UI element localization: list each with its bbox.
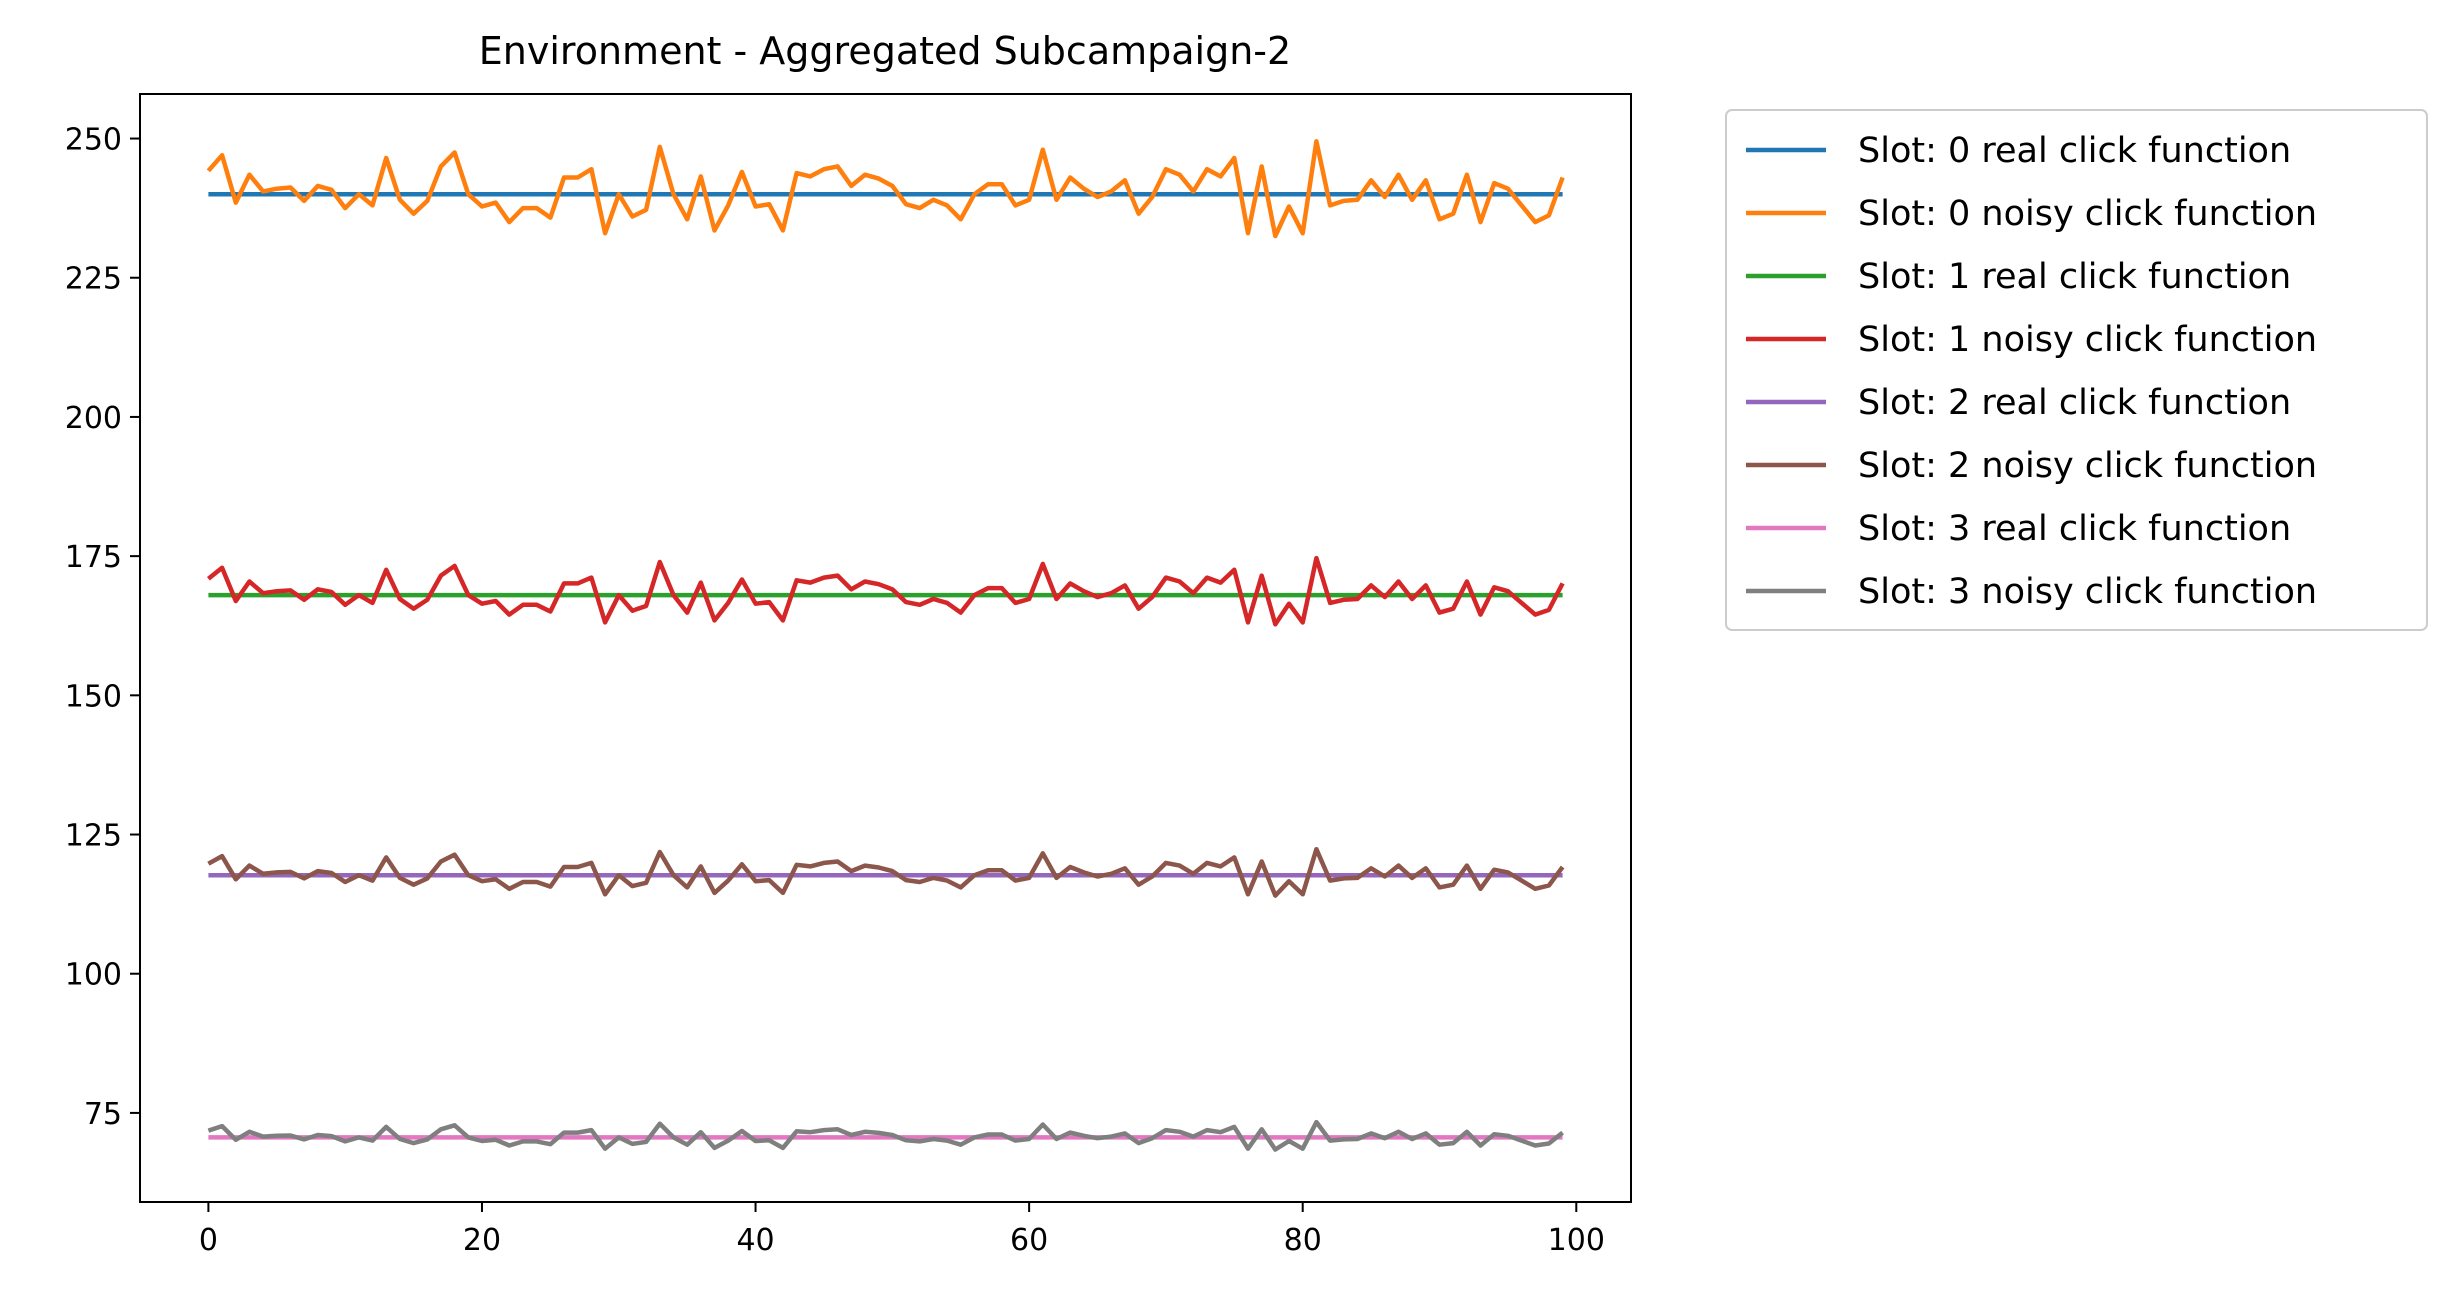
series-line-7	[207, 1119, 1565, 1152]
legend: Slot: 0 real click function Slot: 0 noisy…	[1725, 109, 2428, 631]
y-tick-label-1: 100	[65, 958, 122, 993]
legend-label-3: Slot: 1 noisy click function	[1858, 320, 2317, 360]
y-tick-label-6: 225	[65, 262, 122, 297]
y-tick-label-7: 250	[65, 123, 122, 158]
legend-label-5: Slot: 2 noisy click function	[1858, 446, 2317, 486]
x-tick-label-5: 100	[1548, 1223, 1605, 1258]
y-tick-label-5: 200	[65, 401, 122, 436]
x-tick-label-3: 60	[1010, 1223, 1048, 1258]
legend-label-4: Slot: 2 real click function	[1858, 383, 2291, 423]
x-axis: 0 20 40 60 80 100	[199, 1202, 1605, 1258]
legend-box	[1725, 109, 2428, 631]
series-line-1	[206, 139, 1565, 239]
y-axis: 75 100 125 150 175 200 225 250	[65, 123, 140, 1132]
x-tick-label-1: 20	[463, 1223, 501, 1258]
x-tick-label-2: 40	[736, 1223, 774, 1258]
y-tick-label-3: 150	[65, 679, 122, 714]
series-line-3	[206, 555, 1565, 627]
legend-label-7: Slot: 3 noisy click function	[1858, 572, 2317, 612]
legend-label-1: Slot: 0 noisy click function	[1858, 194, 2317, 234]
series-line-5	[207, 846, 1565, 898]
x-tick-label-4: 80	[1284, 1223, 1322, 1258]
y-tick-label-0: 75	[84, 1097, 122, 1132]
legend-label-0: Slot: 0 real click function	[1858, 131, 2291, 171]
chart-title: Environment - Aggregated Subcampaign-2	[479, 29, 1291, 73]
plot-frame	[139, 93, 1632, 1203]
x-tick-label-0: 0	[199, 1223, 218, 1258]
legend-label-2: Slot: 1 real click function	[1858, 257, 2291, 297]
y-tick-label-4: 175	[65, 540, 122, 575]
legend-label-6: Slot: 3 real click function	[1858, 509, 2291, 549]
series-layer	[206, 139, 1565, 1152]
y-tick-label-2: 125	[65, 819, 122, 854]
